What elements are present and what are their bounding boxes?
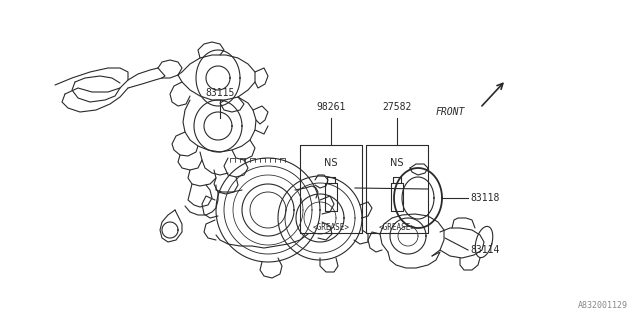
Text: <GREASE>: <GREASE> (312, 222, 349, 231)
Text: A832001129: A832001129 (578, 301, 628, 310)
Text: 83118: 83118 (470, 193, 499, 203)
Text: FRONT: FRONT (436, 107, 465, 117)
Text: 27582: 27582 (382, 102, 412, 112)
Text: NS: NS (324, 158, 338, 168)
Text: 83115: 83115 (205, 88, 235, 98)
Text: <GREASE>: <GREASE> (378, 222, 415, 231)
Text: 98261: 98261 (316, 102, 346, 112)
Text: NS: NS (390, 158, 404, 168)
Text: 83114: 83114 (470, 245, 499, 255)
